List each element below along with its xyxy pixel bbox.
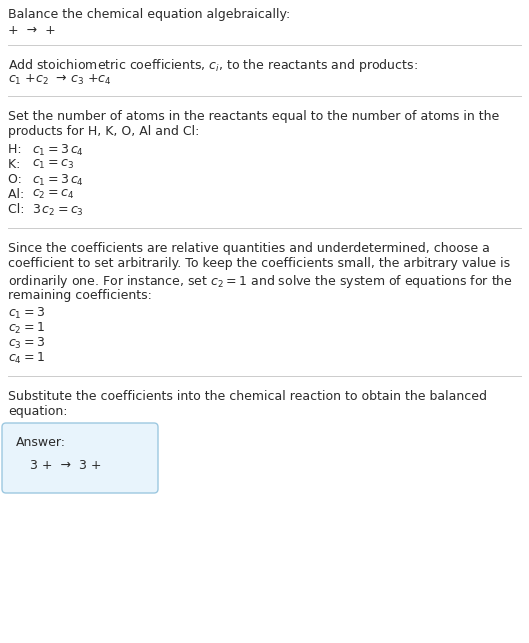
Text: O:: O: [8, 173, 30, 186]
Text: equation:: equation: [8, 406, 68, 419]
Text: ordinarily one. For instance, set $c_2 = 1$ and solve the system of equations fo: ordinarily one. For instance, set $c_2 =… [8, 273, 513, 290]
Text: Since the coefficients are relative quantities and underdetermined, choose a: Since the coefficients are relative quan… [8, 242, 490, 255]
Text: remaining coefficients:: remaining coefficients: [8, 289, 152, 302]
Text: $c_1 = 3\,c_4$: $c_1 = 3\,c_4$ [32, 173, 84, 188]
Text: K:: K: [8, 158, 29, 171]
Text: products for H, K, O, Al and Cl:: products for H, K, O, Al and Cl: [8, 125, 199, 138]
Text: Substitute the coefficients into the chemical reaction to obtain the balanced: Substitute the coefficients into the che… [8, 390, 487, 403]
Text: $c_1 = 3\,c_4$: $c_1 = 3\,c_4$ [32, 143, 84, 158]
Text: Al:: Al: [8, 188, 32, 201]
Text: $c_2 = 1$: $c_2 = 1$ [8, 321, 45, 336]
Text: $c_3 = 3$: $c_3 = 3$ [8, 336, 45, 351]
Text: $c_1 = 3$: $c_1 = 3$ [8, 306, 45, 321]
Text: H:: H: [8, 143, 30, 156]
Text: Add stoichiometric coefficients, $c_i$, to the reactants and products:: Add stoichiometric coefficients, $c_i$, … [8, 57, 418, 74]
FancyBboxPatch shape [2, 423, 158, 493]
Text: Balance the chemical equation algebraically:: Balance the chemical equation algebraica… [8, 8, 290, 21]
Text: Answer:: Answer: [16, 436, 66, 449]
Text: $c_1 = c_3$: $c_1 = c_3$ [32, 158, 74, 171]
Text: Cl:: Cl: [8, 203, 32, 216]
Text: $3\,c_2 = c_3$: $3\,c_2 = c_3$ [32, 203, 84, 218]
Text: coefficient to set arbitrarily. To keep the coefficients small, the arbitrary va: coefficient to set arbitrarily. To keep … [8, 257, 510, 271]
Text: +  →  +: + → + [8, 24, 56, 37]
Text: 3 +  →  3 +: 3 + → 3 + [30, 459, 102, 472]
Text: $c_2 = c_4$: $c_2 = c_4$ [32, 188, 74, 201]
Text: $c_4 = 1$: $c_4 = 1$ [8, 351, 45, 366]
Text: $c_1$ +$c_2$  → $c_3$ +$c_4$: $c_1$ +$c_2$ → $c_3$ +$c_4$ [8, 73, 112, 87]
Text: Set the number of atoms in the reactants equal to the number of atoms in the: Set the number of atoms in the reactants… [8, 110, 499, 123]
